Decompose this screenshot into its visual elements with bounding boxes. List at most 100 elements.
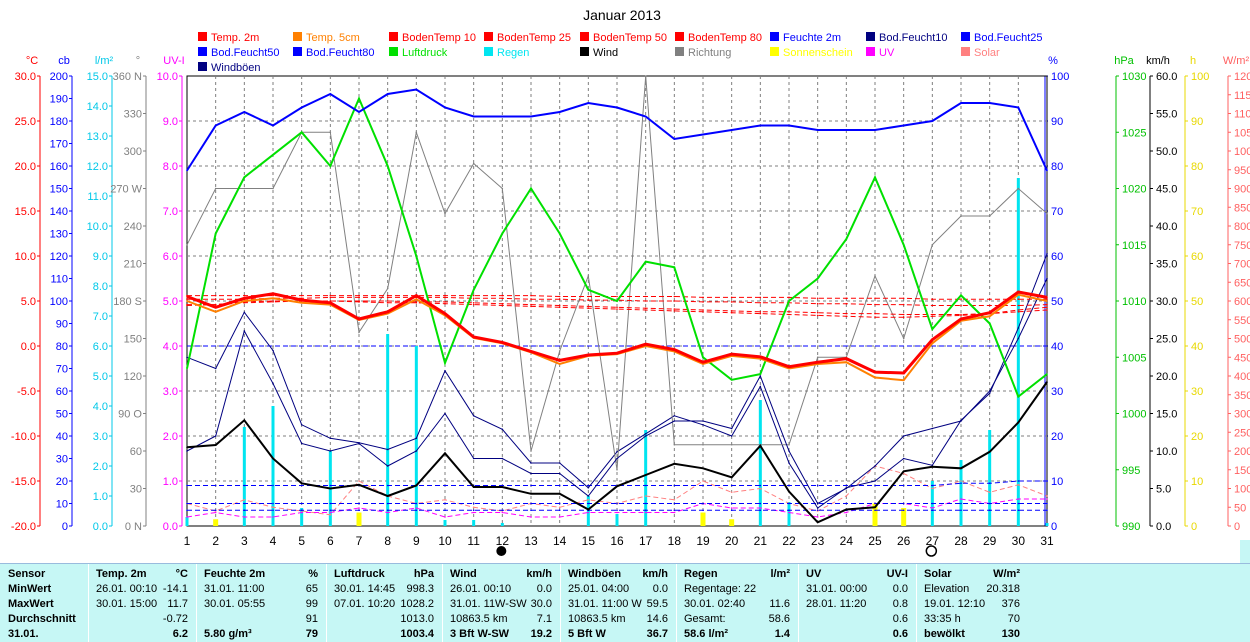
- point-bodentemp-10: [1017, 309, 1020, 311]
- bar-sonnenschein: [213, 519, 219, 526]
- stats-separator: [676, 564, 677, 642]
- point-bod-feucht50: [874, 509, 876, 512]
- x-tick-label: 16: [610, 534, 624, 548]
- axis-tick-label: 7.0: [93, 311, 108, 323]
- point-bodentemp-80: [329, 294, 332, 297]
- point-windb-en: [730, 427, 733, 430]
- point-bod-feucht80: [1017, 502, 1020, 505]
- bar-regen: [414, 346, 418, 526]
- scroll-handle[interactable]: [1240, 540, 1250, 563]
- axis-tick-label: 6.0: [163, 251, 178, 263]
- point-bod-feucht25: [1017, 480, 1020, 482]
- point-bod-feucht50: [788, 509, 790, 512]
- x-tick-label: 17: [639, 534, 653, 548]
- axis-unit-c: °C: [26, 55, 38, 67]
- point-solar: [960, 480, 962, 482]
- point-bodentemp-10: [444, 302, 446, 305]
- point-bod-feucht50: [902, 509, 905, 512]
- series-wind: [186, 381, 1048, 524]
- stats-cell-label: bewölkt: [924, 628, 965, 640]
- point-bodentemp-80: [960, 298, 962, 301]
- point-uv: [558, 516, 561, 518]
- point-temp-2m: [444, 312, 446, 315]
- axis-tick-label: 10.0: [1156, 446, 1177, 458]
- legend-swatch-windb-en: [198, 62, 207, 71]
- point-luftdruck: [558, 232, 561, 235]
- point-feuchte-2m: [730, 129, 733, 131]
- point-uv: [616, 511, 618, 514]
- axis-tick-label: 100: [1051, 71, 1069, 83]
- point-bodentemp-10: [616, 308, 618, 310]
- point-windb-en: [1017, 337, 1020, 340]
- point-bod-feucht10: [415, 437, 418, 440]
- x-tick-label: 20: [725, 534, 739, 548]
- axis-tick-label: 130: [50, 229, 68, 241]
- point-luftdruck: [673, 266, 676, 269]
- axis-tick-label: 100: [50, 296, 68, 308]
- point-luftdruck: [386, 165, 389, 167]
- point-bod-feucht25: [988, 482, 991, 485]
- point-bodentemp-50: [501, 297, 504, 300]
- point-bod-feucht50: [1017, 509, 1020, 512]
- point-feuchte-2m: [186, 169, 188, 172]
- legend-label-bodentemp-25: BodenTemp 25: [497, 32, 571, 44]
- axis-tick-label: 995: [1122, 465, 1140, 477]
- point-bodentemp-10: [501, 304, 504, 307]
- legend-swatch-sonnenschein: [770, 47, 779, 56]
- point-richtung: [444, 212, 446, 215]
- stats-cell-value: -0.72: [162, 613, 188, 625]
- stats-cell-label: 10863.5 km: [568, 613, 626, 625]
- point-wind: [300, 482, 303, 485]
- point-bod-feucht80: [587, 502, 590, 505]
- chart-title: Januar 2013: [583, 7, 661, 23]
- legend-swatch-regen: [484, 47, 493, 56]
- stats-cell-value: 0.6: [892, 628, 908, 640]
- point-luftdruck: [329, 165, 332, 167]
- point-bodentemp-50: [587, 299, 590, 301]
- point-feuchte-2m: [358, 111, 360, 113]
- axis-unit-cb: cb: [58, 55, 70, 67]
- point-feuchte-2m: [845, 129, 848, 131]
- axis-tick-label: 6.0: [93, 341, 108, 353]
- point-bodentemp-80: [1017, 298, 1020, 301]
- point-bodentemp-80: [874, 297, 876, 300]
- point-bodentemp-50: [960, 304, 962, 307]
- point-bod-feucht80: [644, 502, 647, 505]
- axis-tick-label: 990: [1122, 521, 1140, 533]
- point-bod-feucht10: [702, 423, 704, 426]
- axis-tick-label: 60.0: [1156, 71, 1177, 83]
- point-luftdruck: [272, 153, 274, 156]
- point-bodentemp-50: [816, 302, 819, 305]
- point-bodentemp-10: [816, 314, 819, 317]
- point-solar: [472, 506, 475, 509]
- bar-regen: [615, 514, 619, 526]
- point-bodentemp-10: [186, 303, 188, 306]
- point-bod-feucht80: [300, 502, 303, 505]
- point-luftdruck: [472, 288, 475, 291]
- stats-column: Regen l/m² Regentage: 22 30.01. 02:40 11.6 Ge…: [676, 564, 798, 642]
- series-luftdruck: [186, 95, 1048, 399]
- point-temp-2m: [243, 297, 246, 300]
- point-bod-feucht10: [300, 423, 303, 426]
- point-temp-2m: [272, 293, 274, 295]
- point-bod-feucht50: [644, 509, 647, 512]
- x-tick-label: 3: [241, 534, 248, 548]
- axis-tick-label: 240: [124, 221, 142, 233]
- stats-cell-label: 26.01. 00:10: [450, 583, 512, 595]
- x-tick-label: 9: [413, 534, 420, 548]
- point-feuchte-2m: [530, 115, 532, 118]
- stats-cell-label: Durchschnitt: [8, 613, 76, 625]
- stats-column: UV UV-I 31.01. 00:00 0.0 28.01. 11:20 0.8 0.6 0…: [798, 564, 916, 642]
- axis-tick-label: 1030: [1122, 71, 1146, 83]
- x-tick-label: 6: [327, 534, 334, 548]
- axis-tick-label: 8.0: [163, 161, 178, 173]
- point-luftdruck: [214, 232, 217, 235]
- point-temp-2m: [759, 356, 762, 358]
- series-windb-en: [186, 277, 1048, 505]
- full-moon-icon: [496, 546, 507, 556]
- stats-cell-value: 0.0: [536, 583, 552, 595]
- point-bod-feucht80: [845, 502, 848, 505]
- point-bod-feucht25: [845, 484, 848, 487]
- stats-cell-value: 14.6: [646, 613, 668, 625]
- stats-cell-value: 0.6: [892, 613, 908, 625]
